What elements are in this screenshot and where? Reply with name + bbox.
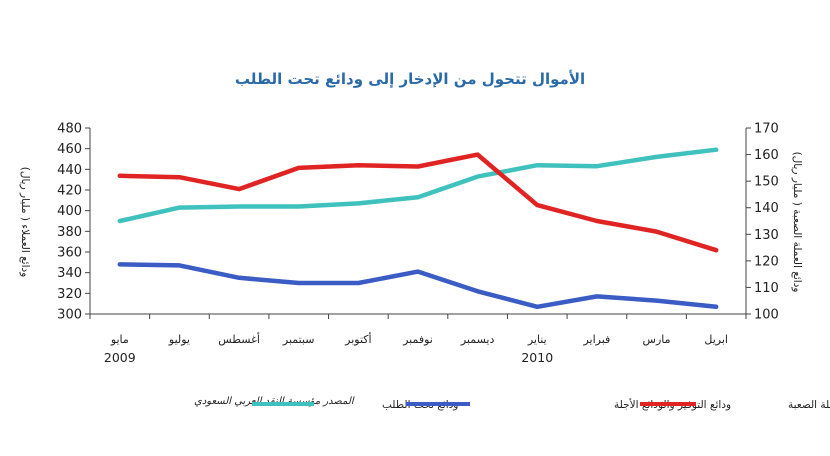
x-tick-label: ديسمبر [460,333,495,346]
x-tick-label: نوفمبر [402,333,433,346]
left-axis-ticks: 300 320 340 360 380 400 420 440 460 480 [57,122,90,323]
x-tick-label: مارس [643,333,671,346]
left-tick-label: 460 [57,142,82,157]
left-axis-label: ودائع العملاء ( مليار ريال) [19,167,31,278]
right-tick-label: 170 [754,122,779,137]
left-tick-label: 360 [57,246,82,261]
x-tick-label: يناير [527,333,547,346]
series-line-2 [117,152,719,253]
x-tick-label: سبتمبر [282,333,315,346]
series-line-1 [117,262,719,310]
x-tick-label: ابريل [704,333,728,346]
left-tick-label: 400 [57,204,82,219]
x-tick-label: يوليو [168,333,190,346]
x-tick-label: فبراير [582,333,610,346]
legend-label-foreign-currency-deposits: ودائع العملة الصعبة [788,399,830,411]
left-axis: 300 320 340 360 380 400 420 440 460 480 [57,122,91,323]
x-tick-label: مايو [110,333,129,346]
x-axis: مايو يوليو أغسطس سبتمبر أكتوبر نوفمبر ديسمبر ين… [89,313,747,365]
right-axis-label: ودائع العملة الصعبة ( مليار ريال) [791,152,803,293]
x-year-label: 2009 [104,350,136,365]
right-tick-label: 130 [754,228,779,243]
right-tick-label: 160 [754,148,779,163]
right-tick-label: 120 [754,254,779,269]
right-tick-label: 150 [754,175,779,190]
right-tick-label: 100 [754,308,779,323]
right-tick-label: 110 [754,281,779,296]
right-axis: 100 110 120 130 140 150 160 170 [745,122,779,323]
x-year-label: 2010 [521,350,553,365]
left-tick-label: 300 [57,308,82,323]
x-tick-label: أغسطس [218,332,260,346]
left-tick-label: 380 [57,225,82,240]
chart-title: الأموال تتحول من الإدخار إلى ودائع تحت ا… [235,70,585,88]
series-line-0 [117,147,719,224]
source-note: المصدر مؤسسة النقد العربي السعودي [194,396,355,407]
left-tick-label: 340 [57,266,82,281]
x-axis-ticks: مايو يوليو أغسطس سبتمبر أكتوبر نوفمبر ديسمبر ين… [89,314,747,365]
left-tick-label: 440 [57,163,82,178]
right-axis-ticks: 100 110 120 130 140 150 160 170 [746,122,779,323]
series-layer [117,147,719,310]
legend: ودائع تحت الطلب ودائع التوفير والودائع ا… [252,398,830,411]
left-tick-label: 420 [57,184,82,199]
left-tick-label: 320 [57,287,82,302]
left-tick-label: 480 [57,122,82,137]
x-tick-label: أكتوبر [344,332,371,346]
right-tick-label: 140 [754,201,779,216]
